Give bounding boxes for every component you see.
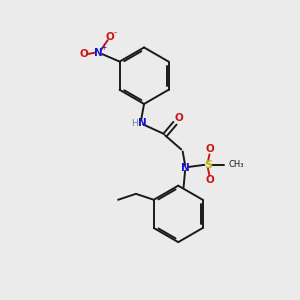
Text: O: O <box>80 49 88 59</box>
Text: O: O <box>205 144 214 154</box>
Text: -: - <box>113 28 116 37</box>
Text: O: O <box>205 175 214 185</box>
Text: O: O <box>175 113 183 123</box>
Text: O: O <box>106 32 115 42</box>
Text: S: S <box>204 160 212 170</box>
Text: N: N <box>181 163 190 173</box>
Text: +: + <box>101 43 107 52</box>
Text: N: N <box>94 48 103 58</box>
Text: H: H <box>131 119 138 128</box>
Text: CH₃: CH₃ <box>228 160 244 169</box>
Text: N: N <box>138 118 146 128</box>
